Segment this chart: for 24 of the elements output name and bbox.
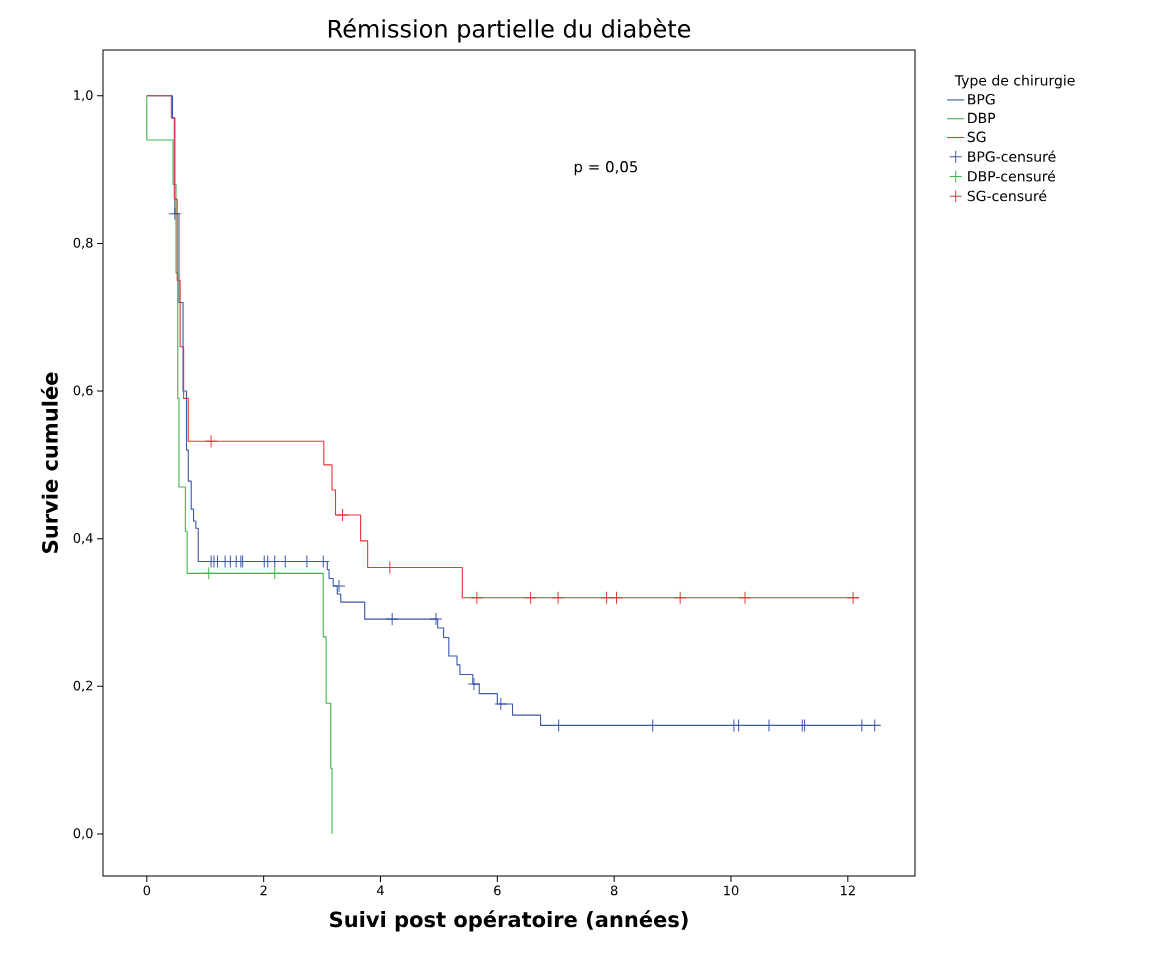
x-tick-label: 2 xyxy=(260,885,267,896)
y-tick-label: 1,0 xyxy=(74,90,93,102)
annotation: p = 0,05 xyxy=(574,160,638,176)
legend-label: DBP-censuré xyxy=(968,170,1056,182)
x-tick-label: 4 xyxy=(376,885,384,896)
x-axis-title: Suivi post opératoire (années) xyxy=(330,910,688,932)
x-tick-label: 12 xyxy=(840,885,855,896)
x-tick-label: 8 xyxy=(610,885,618,896)
x-tick-label: 10 xyxy=(724,885,739,896)
chart-title: Rémission partielle du diabète xyxy=(328,18,691,43)
y-tick-label: 0,2 xyxy=(73,680,93,692)
y-axis-title: Survie cumulée xyxy=(40,372,58,553)
legend-label: DBP xyxy=(968,112,996,124)
legend-title: Type de chirurgie xyxy=(954,74,1075,89)
legend-label: BPG xyxy=(968,93,995,105)
y-tick-label: 0,8 xyxy=(73,237,93,249)
legend-label: SG xyxy=(967,131,986,143)
legend-label: BPG-censuré xyxy=(968,150,1056,162)
x-tick-label: 6 xyxy=(494,885,501,896)
y-tick-label: 0,4 xyxy=(73,533,93,545)
y-tick-label: 0,0 xyxy=(73,828,93,840)
y-tick-label: 0,6 xyxy=(73,385,93,397)
x-tick-label: 0 xyxy=(143,885,151,896)
legend-label: SG-censuré xyxy=(967,189,1047,202)
